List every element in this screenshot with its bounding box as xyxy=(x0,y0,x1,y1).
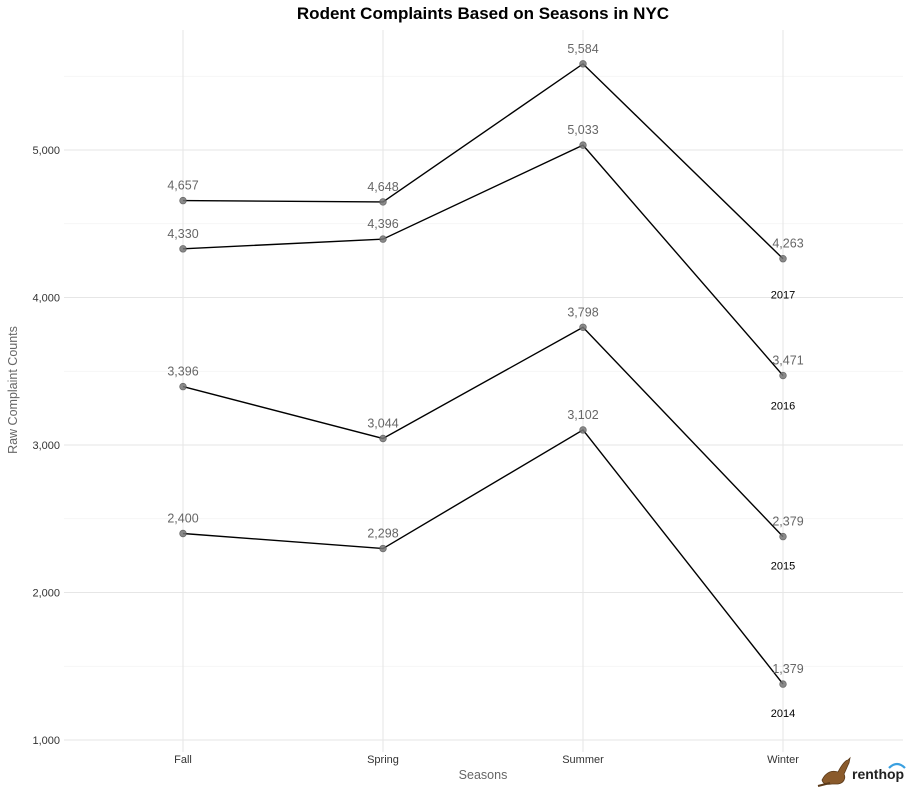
data-label: 3,471 xyxy=(772,354,803,368)
series-label: 2016 xyxy=(771,401,795,413)
data-point xyxy=(579,60,587,68)
x-axis: Fall Spring Summer Winter xyxy=(174,754,799,766)
data-label: 3,044 xyxy=(367,417,398,431)
data-label: 3,396 xyxy=(167,365,198,379)
y-tick-label: 4,000 xyxy=(32,293,60,305)
data-point xyxy=(179,196,187,205)
data-label: 3,102 xyxy=(567,408,598,422)
x-tick-label: Winter xyxy=(767,754,799,766)
data-point xyxy=(779,532,787,541)
kangaroo-icon xyxy=(817,756,851,787)
y-axis-title: Raw Complaint Counts xyxy=(6,326,20,454)
y-tick-label: 2,000 xyxy=(32,588,60,600)
data-label: 5,033 xyxy=(567,123,598,137)
series-2014: 2,400 2,298 3,102 1,379 2014 xyxy=(167,408,803,720)
data-point xyxy=(179,529,187,538)
y-tick-label: 5,000 xyxy=(32,145,60,157)
data-point xyxy=(379,544,387,553)
x-tick-label: Summer xyxy=(562,754,604,766)
x-tick-label: Spring xyxy=(367,754,399,766)
data-point xyxy=(779,680,787,688)
data-point xyxy=(379,434,387,443)
series-line xyxy=(182,144,784,376)
data-point xyxy=(779,255,787,263)
data-label: 4,263 xyxy=(772,237,803,251)
renthop-logo: renthop xyxy=(817,756,906,787)
data-label: 1,379 xyxy=(772,662,803,676)
series-2016: 4,330 4,396 5,033 3,471 2016 xyxy=(167,123,803,412)
data-label: 2,379 xyxy=(772,515,803,529)
data-point xyxy=(179,245,187,253)
data-label: 4,648 xyxy=(367,180,398,194)
data-label: 4,396 xyxy=(367,217,398,231)
data-label: 5,584 xyxy=(567,42,598,56)
y-tick-label: 3,000 xyxy=(32,440,60,452)
series-2017: 4,657 4,648 5,584 4,263 2017 xyxy=(167,42,803,302)
grid-lines xyxy=(64,30,903,752)
x-axis-title: Seasons xyxy=(459,768,508,782)
kangaroo-tail xyxy=(817,782,831,787)
data-point xyxy=(379,198,387,206)
chart-title: Rodent Complaints Based on Seasons in NY… xyxy=(296,4,670,23)
series-line xyxy=(182,62,784,260)
data-point xyxy=(779,371,787,380)
data-point xyxy=(579,323,587,331)
data-label: 2,298 xyxy=(367,527,398,541)
logo-arc xyxy=(888,762,906,769)
series-2015: 3,396 3,044 3,798 2,379 2015 xyxy=(167,305,803,572)
y-axis: 1,000 2,000 3,000 4,000 5,000 xyxy=(32,145,60,747)
data-point xyxy=(379,235,387,243)
logo-text: renthop xyxy=(852,766,904,782)
data-label: 4,657 xyxy=(167,179,198,193)
x-tick-label: Fall xyxy=(174,754,192,766)
series-label: 2017 xyxy=(771,290,795,302)
series-label: 2015 xyxy=(771,561,795,573)
data-label: 2,400 xyxy=(167,512,198,526)
y-tick-label: 1,000 xyxy=(32,735,60,747)
data-label: 4,330 xyxy=(167,227,198,241)
series-line xyxy=(182,429,784,685)
data-label: 3,798 xyxy=(567,305,598,319)
data-point xyxy=(579,141,587,149)
data-point xyxy=(579,426,587,434)
series-line xyxy=(182,326,784,538)
data-point xyxy=(179,382,187,391)
series-label: 2014 xyxy=(771,708,795,720)
kangaroo-body xyxy=(821,756,851,785)
